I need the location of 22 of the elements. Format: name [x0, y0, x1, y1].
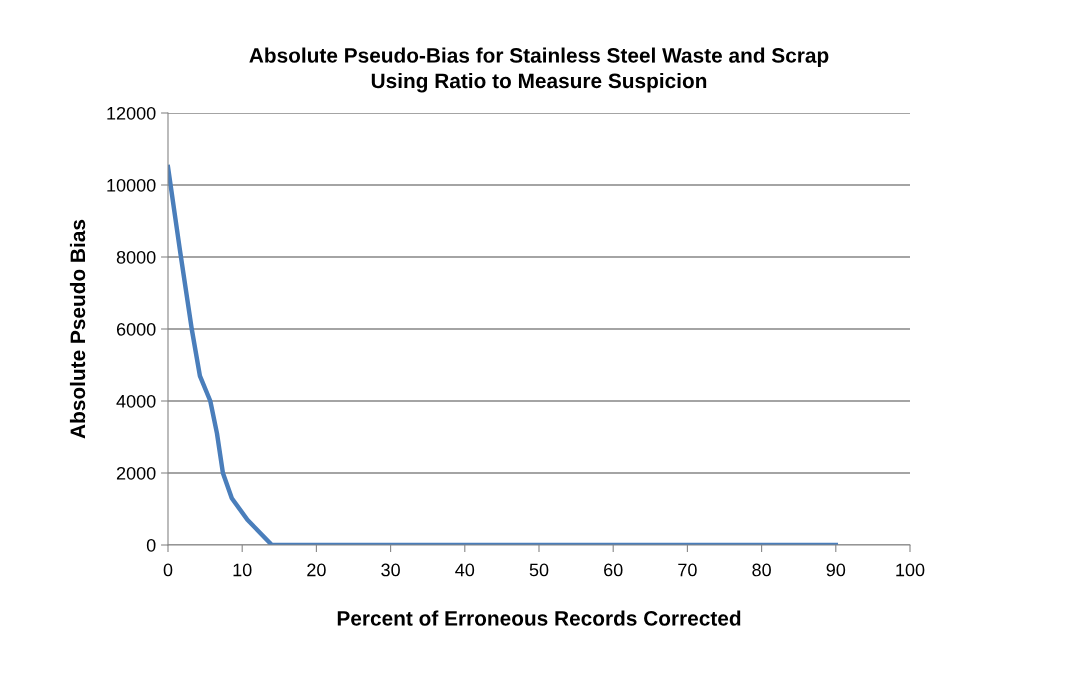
x-tick-label: 90: [826, 563, 846, 577]
y-axis-title: Absolute Pseudo Bias: [69, 219, 86, 439]
x-tick-label: 80: [752, 563, 771, 577]
x-tick-label: 40: [455, 563, 475, 577]
y-tick-label: 4000: [116, 394, 156, 408]
y-tick-label: 10000: [107, 178, 156, 192]
line-series: [168, 164, 839, 545]
x-tick-label: 20: [307, 563, 326, 577]
x-axis-title: Percent of Erroneous Records Corrected: [337, 610, 741, 626]
y-tick-label: 12000: [107, 106, 156, 120]
y-tick-label: 6000: [116, 322, 156, 336]
x-tick-label: 50: [529, 563, 549, 577]
x-tick-label: 30: [381, 563, 400, 577]
x-tick-label: 60: [604, 563, 623, 577]
x-tick-label: 0: [163, 563, 173, 577]
x-tick-label: 70: [678, 563, 697, 577]
y-tick-label: 0: [146, 538, 156, 552]
chart-title: Absolute Pseudo-Bias for Stainless Steel Waste and Scrap Using Ratio to Measure Suspicion: [249, 47, 829, 93]
y-tick-label: 8000: [116, 250, 156, 264]
x-tick-label: 10: [233, 563, 252, 577]
x-tick-label: 100: [896, 563, 925, 577]
y-tick-label: 2000: [116, 466, 156, 480]
